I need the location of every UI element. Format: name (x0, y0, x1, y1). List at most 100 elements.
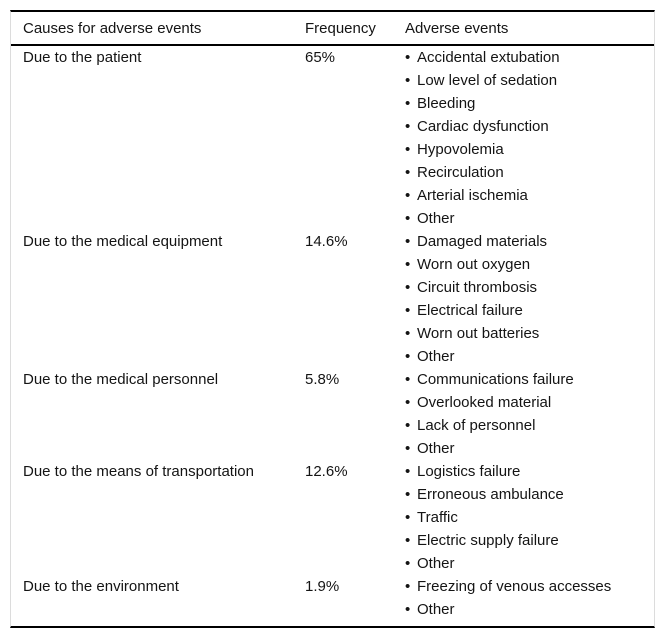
list-item: • Electric supply failure (405, 529, 654, 552)
adverse-event-label: Freezing of venous accesses (417, 578, 612, 595)
table-row: Due to the medical equipment 14.6% • Dama… (11, 230, 654, 368)
cause-label: Due to the means of transportation (23, 463, 254, 480)
list-item: • Overlooked material (405, 391, 654, 414)
list-item: • Worn out oxygen (405, 253, 654, 276)
bullet-icon: • (405, 164, 411, 181)
table-header-row: Causes for adverse events Frequency Adve… (11, 12, 654, 46)
table-row: Due to the patient 65% • Accidental extub… (11, 46, 654, 230)
bullet-icon: • (405, 601, 411, 618)
list-item: • Other (405, 437, 654, 460)
list-item: • Other (405, 207, 654, 230)
list-item: • Damaged materials (405, 230, 654, 253)
adverse-event-label: Electric supply failure (417, 532, 559, 549)
adverse-event-label: Other (417, 210, 455, 227)
list-item: • Freezing of venous accesses (405, 575, 654, 598)
adverse-event-label: Erroneous ambulance (417, 486, 564, 503)
list-item: • Hypovolemia (405, 138, 654, 161)
list-item: • Worn out batteries (405, 322, 654, 345)
list-item: • Circuit thrombosis (405, 276, 654, 299)
bullet-icon: • (405, 95, 411, 112)
bullet-icon: • (405, 141, 411, 158)
adverse-events-list: • Freezing of venous accesses • Other (405, 575, 654, 621)
bullet-icon: • (405, 302, 411, 319)
bullet-icon: • (405, 325, 411, 342)
list-item: • Communications failure (405, 368, 654, 391)
table-body: Due to the patient 65% • Accidental extub… (11, 46, 654, 626)
bullet-icon: • (405, 555, 411, 572)
list-item: • Other (405, 345, 654, 368)
list-item: • Low level of sedation (405, 69, 654, 92)
adverse-event-label: Traffic (417, 509, 458, 526)
adverse-event-label: Damaged materials (417, 233, 548, 250)
bullet-icon: • (405, 463, 411, 480)
adverse-event-label: Lack of personnel (417, 417, 536, 434)
list-item: • Electrical failure (405, 299, 654, 322)
adverse-event-label: Cardiac dysfunction (417, 118, 549, 135)
adverse-event-label: Worn out oxygen (417, 256, 531, 273)
cause-label: Due to the environment (23, 578, 179, 595)
list-item: • Other (405, 552, 654, 575)
adverse-events-list: • Communications failure • Overlooked mate… (405, 368, 654, 460)
bullet-icon: • (405, 394, 411, 411)
bullet-icon: • (405, 348, 411, 365)
bullet-icon: • (405, 417, 411, 434)
bullet-icon: • (405, 233, 411, 250)
column-header-adverse-events: Adverse events (405, 19, 509, 37)
bullet-icon: • (405, 578, 411, 595)
list-item: • Arterial ischemia (405, 184, 654, 207)
bullet-icon: • (405, 440, 411, 457)
adverse-event-label: Low level of sedation (417, 72, 558, 89)
bullet-icon: • (405, 486, 411, 503)
column-header-causes: Causes for adverse events (23, 19, 202, 37)
adverse-event-label: Accidental extubation (417, 49, 560, 66)
frequency-value: 14.6% (305, 233, 348, 250)
frequency-value: 65% (305, 49, 336, 66)
list-item: • Logistics failure (405, 460, 654, 483)
adverse-events-list: • Accidental extubation • Low level of sed… (405, 46, 654, 230)
list-item: • Cardiac dysfunction (405, 115, 654, 138)
cause-label: Due to the medical personnel (23, 371, 219, 388)
adverse-event-label: Logistics failure (417, 463, 521, 480)
cause-label: Due to the patient (23, 49, 142, 66)
list-item: • Recirculation (405, 161, 654, 184)
adverse-event-label: Other (417, 555, 455, 572)
adverse-event-label: Hypovolemia (417, 141, 504, 158)
bullet-icon: • (405, 49, 411, 66)
frequency-value: 12.6% (305, 463, 348, 480)
list-item: • Lack of personnel (405, 414, 654, 437)
list-item: • Bleeding (405, 92, 654, 115)
adverse-events-list: • Logistics failure • Erroneous ambulance … (405, 460, 654, 575)
bullet-icon: • (405, 279, 411, 296)
table-row: Due to the medical personnel 5.8% • Commu… (11, 368, 654, 460)
adverse-event-label: Bleeding (417, 95, 476, 112)
bullet-icon: • (405, 187, 411, 204)
bullet-icon: • (405, 210, 411, 227)
table-row: Due to the means of transportation 12.6%… (11, 460, 654, 575)
adverse-event-label: Other (417, 440, 455, 457)
bullet-icon: • (405, 118, 411, 135)
adverse-event-label: Worn out batteries (417, 325, 540, 342)
adverse-events-table: Causes for adverse events Frequency Adve… (10, 10, 655, 628)
adverse-event-label: Circuit thrombosis (417, 279, 538, 296)
bullet-icon: • (405, 371, 411, 388)
bullet-icon: • (405, 72, 411, 89)
list-item: • Traffic (405, 506, 654, 529)
bullet-icon: • (405, 509, 411, 526)
list-item: • Erroneous ambulance (405, 483, 654, 506)
adverse-event-label: Other (417, 348, 455, 365)
list-item: • Accidental extubation (405, 46, 654, 69)
adverse-event-label: Communications failure (417, 371, 574, 388)
table-row: Due to the environment 1.9% • Freezing of… (11, 575, 654, 621)
column-header-frequency: Frequency (305, 19, 376, 37)
frequency-value: 5.8% (305, 371, 340, 388)
frequency-value: 1.9% (305, 578, 340, 595)
list-item: • Other (405, 598, 654, 621)
adverse-events-list: • Damaged materials • Worn out oxygen • Cir… (405, 230, 654, 368)
cause-label: Due to the medical equipment (23, 233, 223, 250)
adverse-event-label: Other (417, 601, 455, 618)
adverse-event-label: Recirculation (417, 164, 504, 181)
adverse-event-label: Overlooked material (417, 394, 552, 411)
bullet-icon: • (405, 256, 411, 273)
adverse-event-label: Electrical failure (417, 302, 523, 319)
adverse-event-label: Arterial ischemia (417, 187, 528, 204)
